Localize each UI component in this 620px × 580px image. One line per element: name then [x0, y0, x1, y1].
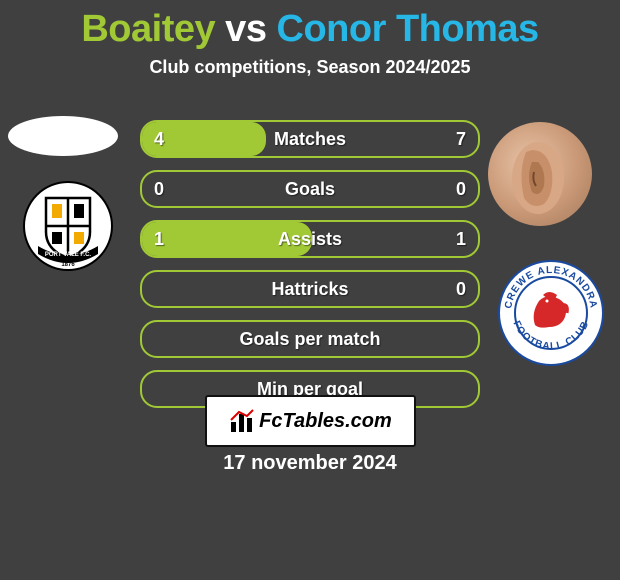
- title-vs: vs: [215, 8, 276, 50]
- stat-label: Goals per match: [142, 322, 478, 356]
- club-left-badge: PORT VALE F.C. 1876: [18, 176, 118, 276]
- stat-right-value: 0: [456, 172, 466, 206]
- stats-area: Matches47Goals00Assists11Hattricks0Goals…: [140, 120, 480, 420]
- stat-label: Assists: [142, 222, 478, 256]
- stat-left-value: 4: [154, 122, 164, 156]
- stat-row: Goals0 0: [140, 170, 480, 208]
- stat-label: Hattricks: [142, 272, 478, 306]
- comparison-title: Boaitey vs Conor Thomas: [0, 0, 620, 51]
- stat-label: Matches: [142, 122, 478, 156]
- stat-left-value: 0: [154, 172, 164, 206]
- stat-row: Hattricks0: [140, 270, 480, 308]
- club-right-badge: CREWE ALEXANDRA FOOTBALL CLUB: [496, 258, 606, 368]
- club1-founded: 1876: [61, 262, 75, 268]
- bars-icon: [229, 408, 255, 434]
- ear-icon: [488, 122, 592, 226]
- stat-row: Assists1 1: [140, 220, 480, 258]
- player-left-name: Boaitey: [81, 8, 215, 50]
- stat-label: Goals: [142, 172, 478, 206]
- player-left-avatar: [8, 116, 118, 156]
- stat-right-value: 1: [456, 222, 466, 256]
- subtitle: Club competitions, Season 2024/2025: [0, 57, 620, 78]
- svg-text:PORT VALE F.C.: PORT VALE F.C.: [45, 252, 92, 258]
- player-right-avatar: [488, 122, 592, 226]
- stat-row: Matches4 7: [140, 120, 480, 158]
- fctables-logo[interactable]: FcTables.com: [205, 395, 416, 447]
- stat-left-value: 1: [154, 222, 164, 256]
- stat-right-value: 0: [456, 272, 466, 306]
- crewe-alexandra-badge-icon: CREWE ALEXANDRA FOOTBALL CLUB: [496, 258, 606, 368]
- port-vale-badge-icon: PORT VALE F.C. 1876: [18, 176, 118, 276]
- stat-right-value: 7: [456, 122, 466, 156]
- stat-row: Goals per match: [140, 320, 480, 358]
- date: 17 november 2024: [0, 452, 620, 475]
- player-right-name: Conor Thomas: [277, 8, 539, 50]
- fctables-text: FcTables.com: [259, 410, 392, 433]
